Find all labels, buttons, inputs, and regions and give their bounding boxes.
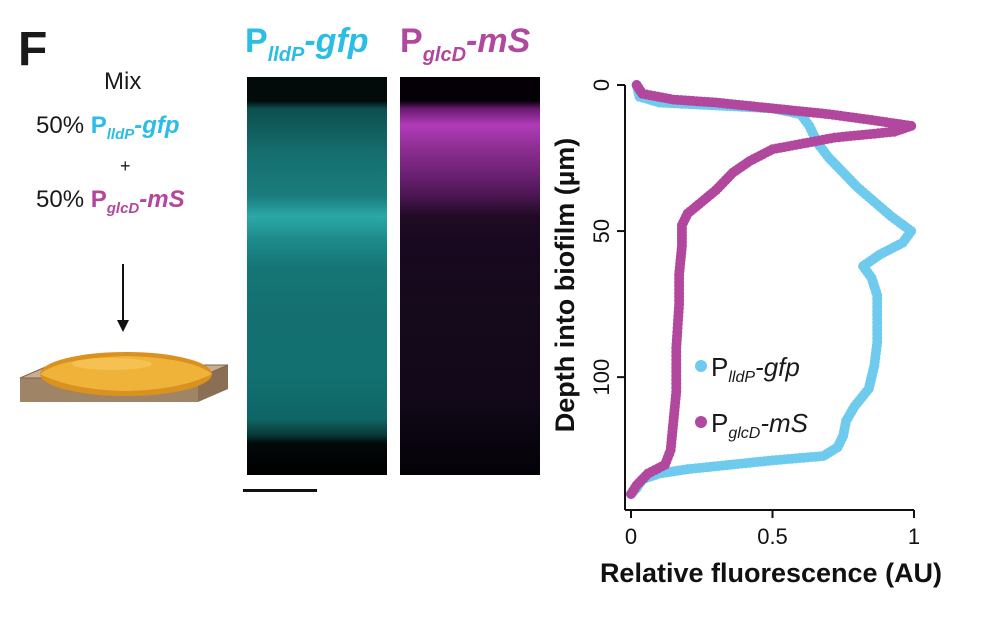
plus-sign: + [120, 156, 131, 176]
legend-marker-gfp [695, 360, 707, 372]
image-title-gfp: PlldP-gfp [245, 22, 369, 67]
x-tick-label: 1 [908, 524, 920, 549]
legend-marker-ms [695, 416, 707, 428]
image-title-ms-gene: -mS [466, 22, 531, 60]
strain-ms-percent: 50% [36, 186, 85, 213]
mix-label: Mix [104, 68, 142, 95]
y-axis-label: Depth into biofilm (µm) [550, 138, 580, 433]
scale-bar [243, 489, 317, 492]
y-tick-label: 0 [589, 79, 614, 91]
strain-ms-gene: -mS [139, 186, 185, 213]
biofilm-schematic [19, 264, 229, 402]
image-title-gfp-P: P [245, 22, 268, 60]
microscopy-image-gfp [247, 77, 387, 475]
image-title-gfp-sub: lldP [267, 44, 305, 66]
biofilm-dome [40, 352, 212, 396]
legend-gfp-gene: -gfp [755, 352, 800, 382]
data-point-series-1 [626, 489, 636, 499]
x-tick-label: 0 [625, 524, 637, 549]
down-arrow-icon [117, 264, 129, 332]
strain-label-ms: 50% PglcD-mS [36, 186, 185, 217]
legend-gfp-sub: lldP [728, 369, 756, 386]
fluorescence-depth-chart: 0 0.5 1 0 50 100 Depth into biofilm (µm) Rela… [550, 79, 942, 588]
panel-letter: F [18, 23, 48, 76]
x-tick-label: 0.5 [757, 524, 788, 549]
strain-ms-P: P [90, 186, 107, 213]
strain-gfp-percent: 50% [36, 112, 85, 139]
legend-ms-gene: -mS [760, 408, 809, 438]
legend-item-gfp: PlldP-gfp [695, 352, 800, 387]
y-tick-label: 100 [589, 359, 614, 396]
strain-gfp-P: P [90, 112, 107, 139]
image-title-ms: PglcD-mS [400, 22, 530, 67]
strain-gfp-sub: lldP [106, 126, 135, 143]
y-tick-label: 50 [589, 219, 614, 243]
legend-item-ms: PglcD-mS [695, 408, 808, 443]
image-title-gfp-gene: -gfp [304, 22, 369, 60]
image-title-ms-sub: glcD [422, 44, 467, 66]
strain-ms-sub: glcD [106, 200, 140, 217]
legend-gfp-P: P [711, 352, 729, 382]
legend-ms-sub: glcD [728, 425, 761, 442]
legend-ms-P: P [711, 408, 729, 438]
microscopy-image-ms [400, 77, 540, 475]
strain-label-gfp: 50% PlldP-gfp [36, 112, 180, 143]
strain-gfp-gene: -gfp [134, 112, 180, 139]
x-axis-label: Relative fluorescence (AU) [600, 558, 942, 588]
image-title-ms-P: P [400, 22, 423, 60]
